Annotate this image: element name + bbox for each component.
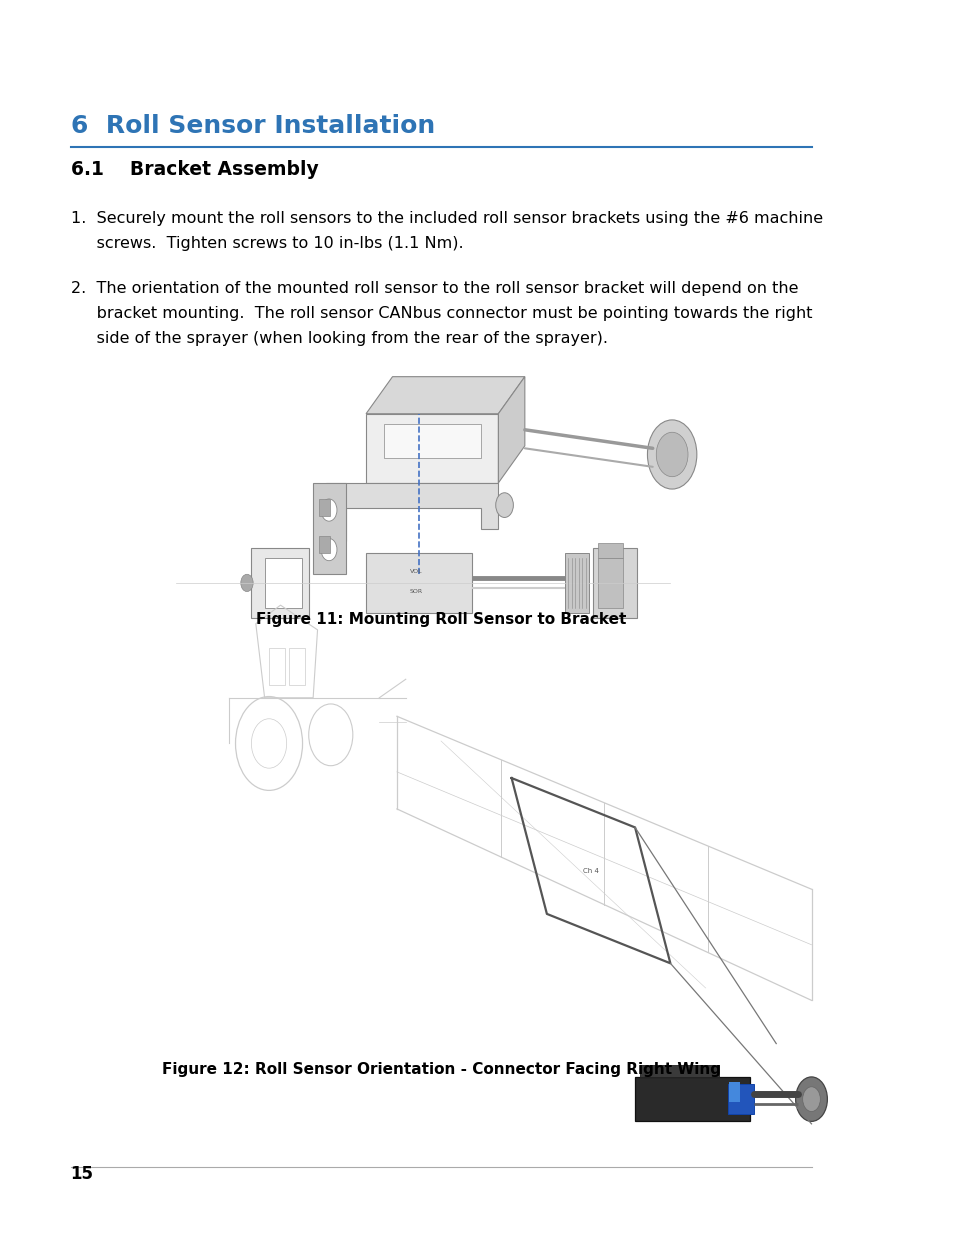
Text: 6.1    Bracket Assembly: 6.1 Bracket Assembly xyxy=(71,161,318,179)
Bar xyxy=(635,1077,749,1121)
Bar xyxy=(289,648,305,685)
Text: Figure 12: Roll Sensor Orientation - Connector Facing Right Wing: Figure 12: Roll Sensor Orientation - Con… xyxy=(161,1062,720,1077)
Circle shape xyxy=(240,574,253,592)
Circle shape xyxy=(656,432,687,477)
Text: SOR: SOR xyxy=(410,589,422,594)
Circle shape xyxy=(321,499,336,521)
Text: Ch 4: Ch 4 xyxy=(582,868,598,873)
Polygon shape xyxy=(497,377,524,483)
Polygon shape xyxy=(366,414,497,483)
Bar xyxy=(598,558,622,608)
Text: 6  Roll Sensor Installation: 6 Roll Sensor Installation xyxy=(71,115,435,138)
Text: 2.  The orientation of the mounted roll sensor to the roll sensor bracket will d: 2. The orientation of the mounted roll s… xyxy=(71,282,798,296)
Bar xyxy=(592,548,637,618)
Bar xyxy=(727,1084,754,1114)
Circle shape xyxy=(321,538,336,561)
Text: 1.  Securely mount the roll sensors to the included roll sensor brackets using t: 1. Securely mount the roll sensors to th… xyxy=(71,211,821,226)
Bar xyxy=(366,553,472,613)
Text: 15: 15 xyxy=(71,1165,93,1183)
Bar xyxy=(252,548,309,618)
Circle shape xyxy=(647,420,696,489)
Bar xyxy=(319,499,330,516)
Bar xyxy=(264,558,301,608)
Text: bracket mounting.  The roll sensor CANbus connector must be pointing towards the: bracket mounting. The roll sensor CANbus… xyxy=(71,306,811,321)
Bar xyxy=(269,648,285,685)
Bar xyxy=(639,1065,719,1077)
Bar xyxy=(598,543,622,558)
Bar xyxy=(564,553,589,613)
Bar xyxy=(729,1082,740,1102)
Polygon shape xyxy=(326,483,497,541)
Circle shape xyxy=(496,493,513,517)
Text: VOL: VOL xyxy=(410,569,422,574)
Text: screws.  Tighten screws to 10 in-lbs (1.1 Nm).: screws. Tighten screws to 10 in-lbs (1.1… xyxy=(71,236,463,251)
Polygon shape xyxy=(366,377,524,414)
Polygon shape xyxy=(313,483,345,574)
Circle shape xyxy=(801,1087,820,1112)
Text: side of the sprayer (when looking from the rear of the sprayer).: side of the sprayer (when looking from t… xyxy=(71,331,607,346)
Polygon shape xyxy=(383,424,480,458)
Bar xyxy=(319,536,330,553)
Text: Figure 11: Mounting Roll Sensor to Bracket: Figure 11: Mounting Roll Sensor to Brack… xyxy=(255,613,625,627)
Circle shape xyxy=(795,1077,826,1121)
